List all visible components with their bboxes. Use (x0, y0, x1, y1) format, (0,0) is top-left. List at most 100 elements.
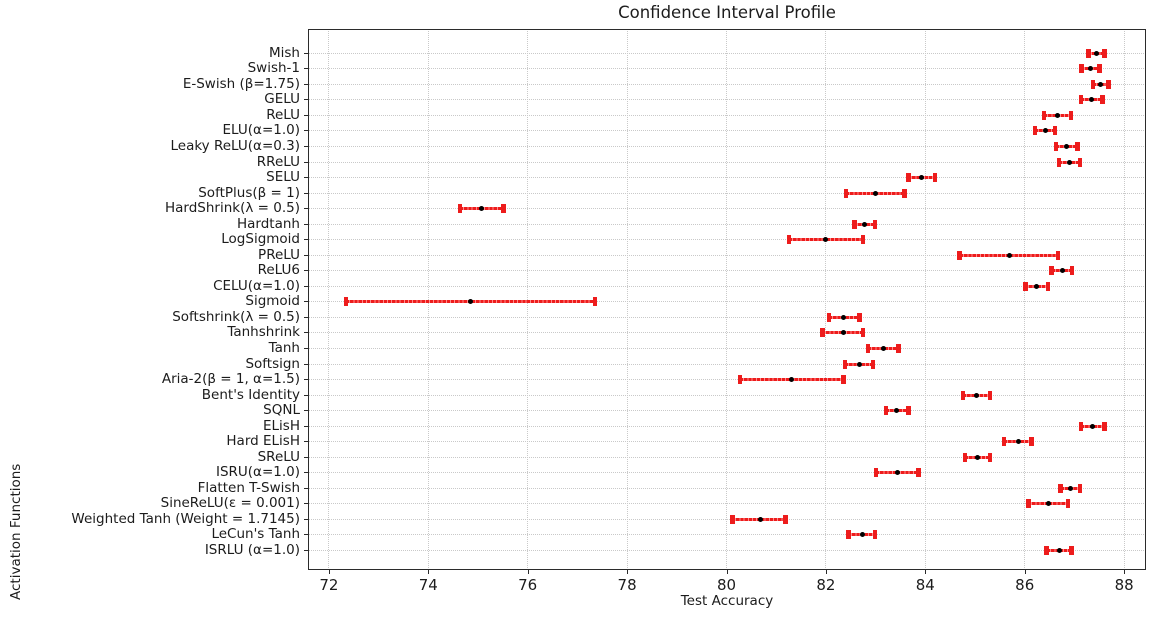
mean-dot (974, 392, 979, 398)
mean-dot (1087, 66, 1093, 72)
mean-dot (823, 237, 829, 243)
ci-cap-left (962, 452, 968, 462)
ci-cap-right (870, 359, 876, 369)
ci-cap-right (916, 468, 921, 478)
horizontal-gridline (308, 410, 1146, 412)
y-tick-label: PReLU (258, 246, 300, 263)
y-tick-mark (304, 550, 308, 551)
y-tick-label: ReLU (266, 106, 300, 123)
x-tick-mark (825, 570, 827, 574)
y-tick-label: ISRLU (α=1.0) (204, 542, 300, 558)
ci-cap-right (841, 375, 846, 385)
y-tick-label: ELU(α=1.0) (222, 122, 300, 139)
mean-dot (1045, 501, 1051, 507)
ci-cap-left (1026, 499, 1031, 509)
x-tick-label: 88 (1114, 576, 1134, 594)
y-tick-label: Tanhshrink (227, 324, 300, 341)
ci-cap-left (826, 312, 832, 322)
ci-cap-right (1100, 95, 1105, 105)
mean-dot (862, 221, 868, 227)
mean-dot (840, 314, 846, 320)
ci-cap-left (960, 390, 966, 400)
ci-cap-right (1106, 79, 1111, 89)
mean-dot (1006, 252, 1012, 258)
y-tick-label: Bent's Identity (201, 386, 300, 403)
horizontal-gridline (308, 254, 1146, 256)
y-tick-mark (304, 363, 308, 365)
horizontal-gridline (308, 192, 1146, 194)
y-tick-mark (304, 192, 308, 194)
horizontal-gridline (308, 441, 1146, 443)
vertical-gridline (1024, 29, 1026, 570)
y-tick-mark (304, 130, 308, 132)
horizontal-gridline (308, 285, 1146, 287)
y-tick-label: Sigmoid (245, 293, 300, 310)
mean-dot (1064, 144, 1070, 150)
y-tick-mark (304, 83, 308, 85)
mean-dot (856, 361, 862, 367)
y-tick-label: Hard ELisH (226, 433, 300, 450)
horizontal-gridline (308, 425, 1146, 427)
y-tick-mark (304, 425, 308, 427)
ci-cap-left (457, 204, 463, 214)
y-tick-label: SReLU (257, 448, 300, 465)
ci-cap-right (987, 390, 993, 400)
ci-cap-right (902, 188, 907, 198)
ci-cap-left (1032, 126, 1038, 136)
ci-cap-left (852, 219, 857, 229)
y-tick-label: Mish (269, 44, 300, 61)
y-tick-mark (304, 285, 308, 287)
ci-cap-left (1086, 48, 1091, 58)
y-tick-mark (304, 208, 308, 210)
horizontal-gridline (308, 301, 1146, 303)
y-tick-label: Aria-2(β = 1, α=1.5) (161, 371, 300, 388)
y-tick-label: Softshrink(λ = 0.5) (172, 308, 300, 325)
y-tick-mark (304, 534, 308, 536)
ci-cap-left (1078, 95, 1084, 105)
y-tick-mark (304, 114, 308, 116)
ci-cap-right (501, 204, 506, 214)
horizontal-gridline (308, 52, 1146, 54)
horizontal-gridline (308, 550, 1146, 551)
ci-cap-right (1077, 157, 1083, 167)
horizontal-gridline (308, 394, 1146, 396)
ci-cap-right (1068, 110, 1074, 120)
x-tick-label: 86 (1015, 576, 1035, 594)
vertical-gridline (626, 29, 628, 570)
x-tick-mark (627, 570, 629, 574)
mean-dot (919, 175, 925, 181)
mean-dot (1097, 81, 1103, 87)
y-tick-label: RReLU (256, 153, 300, 170)
ci-cap-right (1065, 499, 1071, 509)
y-tick-mark (304, 99, 308, 101)
y-tick-label: Softsign (245, 355, 300, 372)
y-tick-mark (304, 146, 308, 148)
mean-dot (789, 377, 795, 383)
ci-cap-left (906, 173, 911, 183)
x-tick-label: 72 (319, 576, 339, 594)
y-tick-label: E-Swish (β=1.75) (182, 75, 300, 92)
ci-cap-left (843, 188, 849, 198)
ci-cap-left (1056, 157, 1062, 167)
horizontal-gridline (308, 130, 1146, 132)
y-tick-mark (304, 254, 308, 256)
y-tick-mark (304, 68, 308, 70)
ci-cap-right (1045, 281, 1051, 291)
ci-cap-right (1069, 266, 1075, 276)
ci-cap-left (1058, 483, 1063, 493)
y-tick-label: ReLU6 (257, 262, 300, 279)
mean-dot (873, 190, 879, 196)
horizontal-gridline (308, 239, 1146, 241)
ci-cap-right (1077, 483, 1083, 493)
x-tick-label: 74 (418, 576, 438, 594)
ci-cap-left (786, 235, 792, 245)
mean-dot (478, 206, 484, 212)
ci-cap-right (896, 344, 901, 353)
y-tick-mark (304, 161, 308, 163)
horizontal-gridline (308, 487, 1146, 489)
ci-cap-right (1055, 250, 1061, 260)
y-tick-label: ISRU(α=1.0) (215, 464, 300, 481)
ci-cap-right (860, 235, 866, 245)
horizontal-gridline (308, 99, 1146, 101)
